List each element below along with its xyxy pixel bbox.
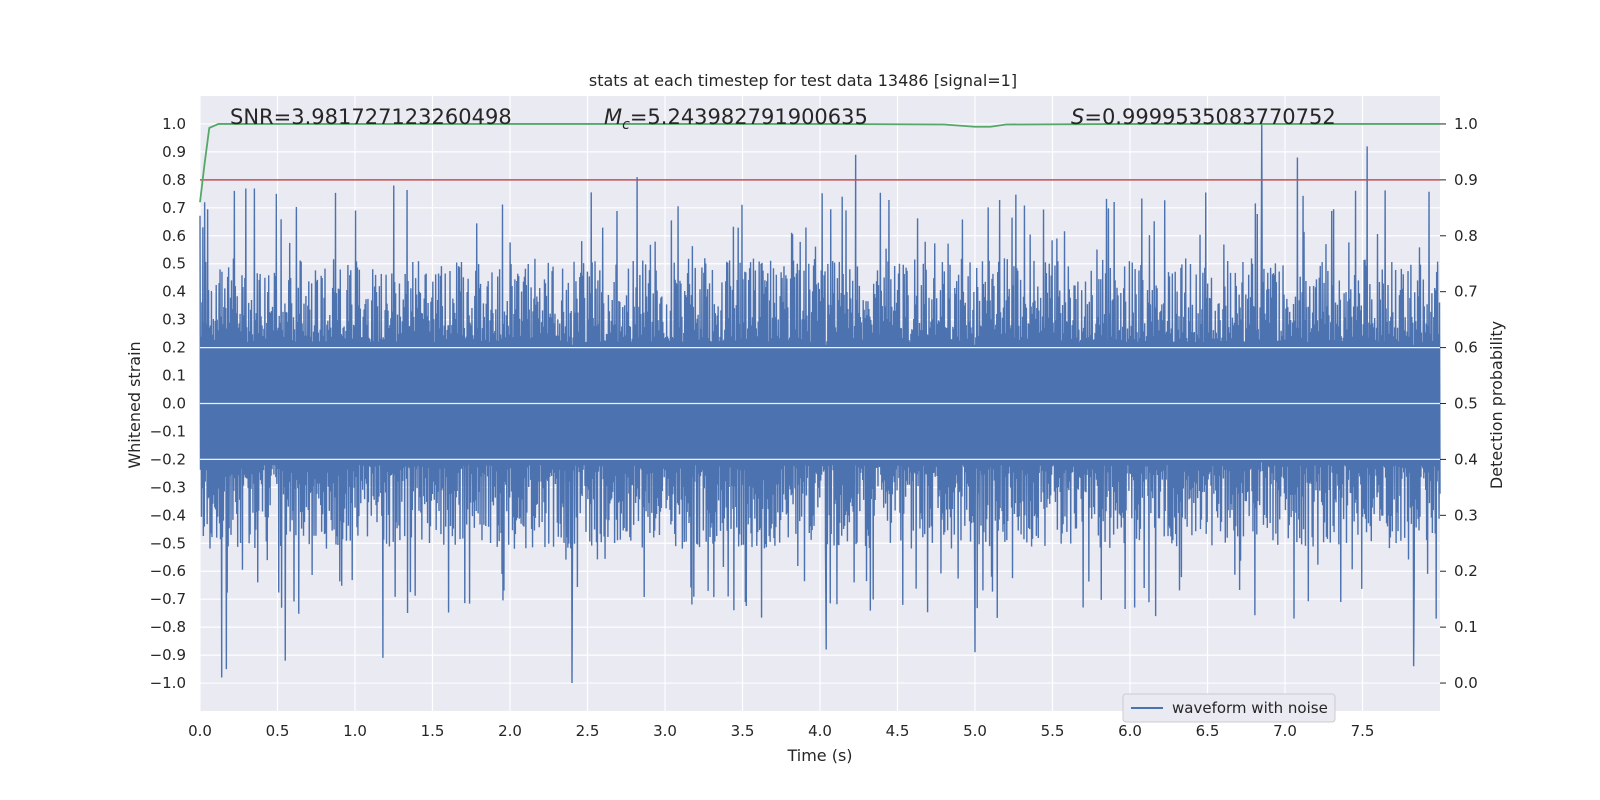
- y2-tick-label: 0.1: [1454, 618, 1478, 636]
- y-tick-label: 0.4: [162, 283, 186, 301]
- y-tick-label: −0.5: [150, 534, 186, 552]
- x-tick-labels: 0.0 0.5 1.0 1.5 2.0 2.5 3.0 3.5 4.0 4.5 5.0 5.5 6.0 6…: [188, 722, 1374, 740]
- legend-box: [1122, 693, 1336, 723]
- x-tick-label: 6.0: [1118, 722, 1142, 740]
- y-tick-label: −0.9: [150, 646, 186, 664]
- probability-line: [199, 123, 1440, 203]
- legend-label: waveform with noise: [1172, 699, 1328, 717]
- y2-axis-label: Detection probability: [1487, 321, 1506, 489]
- y-tick-label: 0.7: [162, 199, 186, 217]
- y-tick-label: 0.3: [162, 311, 186, 329]
- y2-tick-label: 0.4: [1454, 450, 1478, 468]
- s-annotation: S=0.9999535083770752: [1071, 105, 1336, 129]
- waveform-series: [199, 123, 1441, 684]
- y2-tick-label: 0.8: [1454, 227, 1478, 245]
- y-tick-label: 0.5: [162, 255, 186, 273]
- y-tick-label: 1.0: [162, 115, 186, 133]
- snr-annotation: SNR=3.981727123260498: [230, 105, 512, 129]
- x-tick-label: 7.0: [1273, 722, 1297, 740]
- y2-tick-label: 0.6: [1454, 339, 1478, 357]
- y2-tick-label: 0.9: [1454, 171, 1478, 189]
- mc-subscript: c: [622, 117, 630, 133]
- y2-tick-label: 0.5: [1454, 395, 1478, 413]
- x-tick-label: 1.5: [421, 722, 445, 740]
- y-tick-label: −0.8: [150, 618, 186, 636]
- y-tick-label: −0.4: [150, 506, 186, 524]
- probability-lines: [199, 123, 1440, 203]
- x-tick-label: 0.0: [188, 722, 212, 740]
- x-tick-label: 4.5: [886, 722, 910, 740]
- x-tick-label: 4.0: [808, 722, 832, 740]
- s-symbol: S: [1071, 105, 1084, 129]
- x-tick-label: 2.0: [498, 722, 522, 740]
- y2-tick-labels: 1.0 0.9 0.8 0.7 0.6 0.5 0.4 0.3 0.2 0.1 0.0: [1440, 115, 1478, 692]
- y-tick-label: 0.0: [162, 395, 186, 413]
- y-tick-label: 0.1: [162, 367, 186, 385]
- y2-tick-label: 1.0: [1454, 115, 1478, 133]
- y-tick-label: 0.2: [162, 339, 186, 357]
- mc-value: =5.243982791900635: [630, 105, 868, 129]
- y-tick-label: 0.8: [162, 171, 186, 189]
- legend: waveform with noise: [1122, 693, 1336, 723]
- chart-title: stats at each timestep for test data 134…: [589, 71, 1017, 90]
- y-tick-label: −0.3: [150, 478, 186, 496]
- y-tick-label: −0.7: [150, 590, 186, 608]
- y-tick-label: 0.9: [162, 143, 186, 161]
- x-tick-label: 0.5: [266, 722, 290, 740]
- x-tick-label: 3.5: [731, 722, 755, 740]
- y-tick-label: −0.6: [150, 562, 186, 580]
- x-tick-label: 1.0: [343, 722, 367, 740]
- y2-tick-label: 0.0: [1454, 674, 1478, 692]
- mc-symbol: M: [604, 105, 622, 129]
- x-tick-label: 3.0: [653, 722, 677, 740]
- y-tick-label: 0.6: [162, 227, 186, 245]
- y-tick-label: −0.1: [150, 422, 186, 440]
- x-tick-label: 7.5: [1351, 722, 1375, 740]
- x-tick-label: 5.5: [1041, 722, 1065, 740]
- y2-tick-label: 0.7: [1454, 283, 1478, 301]
- mc-annotation: Mc=5.243982791900635: [604, 105, 868, 133]
- y2-tick-label: 0.3: [1454, 506, 1478, 524]
- y-axis-label: Whitened strain: [125, 341, 144, 468]
- x-tick-label: 2.5: [576, 722, 600, 740]
- y-tick-labels: 1.0 0.9 0.8 0.7 0.6 0.5 0.4 0.3 0.2 0.1 0.0 −0.1 −0.…: [150, 115, 186, 692]
- y-tick-label: −0.2: [150, 450, 186, 468]
- x-axis-label: Time (s): [786, 746, 852, 765]
- s-value: =0.9999535083770752: [1084, 105, 1335, 129]
- x-tick-label: 6.5: [1196, 722, 1220, 740]
- y-tick-label: −1.0: [150, 674, 186, 692]
- y2-tick-label: 0.2: [1454, 562, 1478, 580]
- x-tick-label: 5.0: [963, 722, 987, 740]
